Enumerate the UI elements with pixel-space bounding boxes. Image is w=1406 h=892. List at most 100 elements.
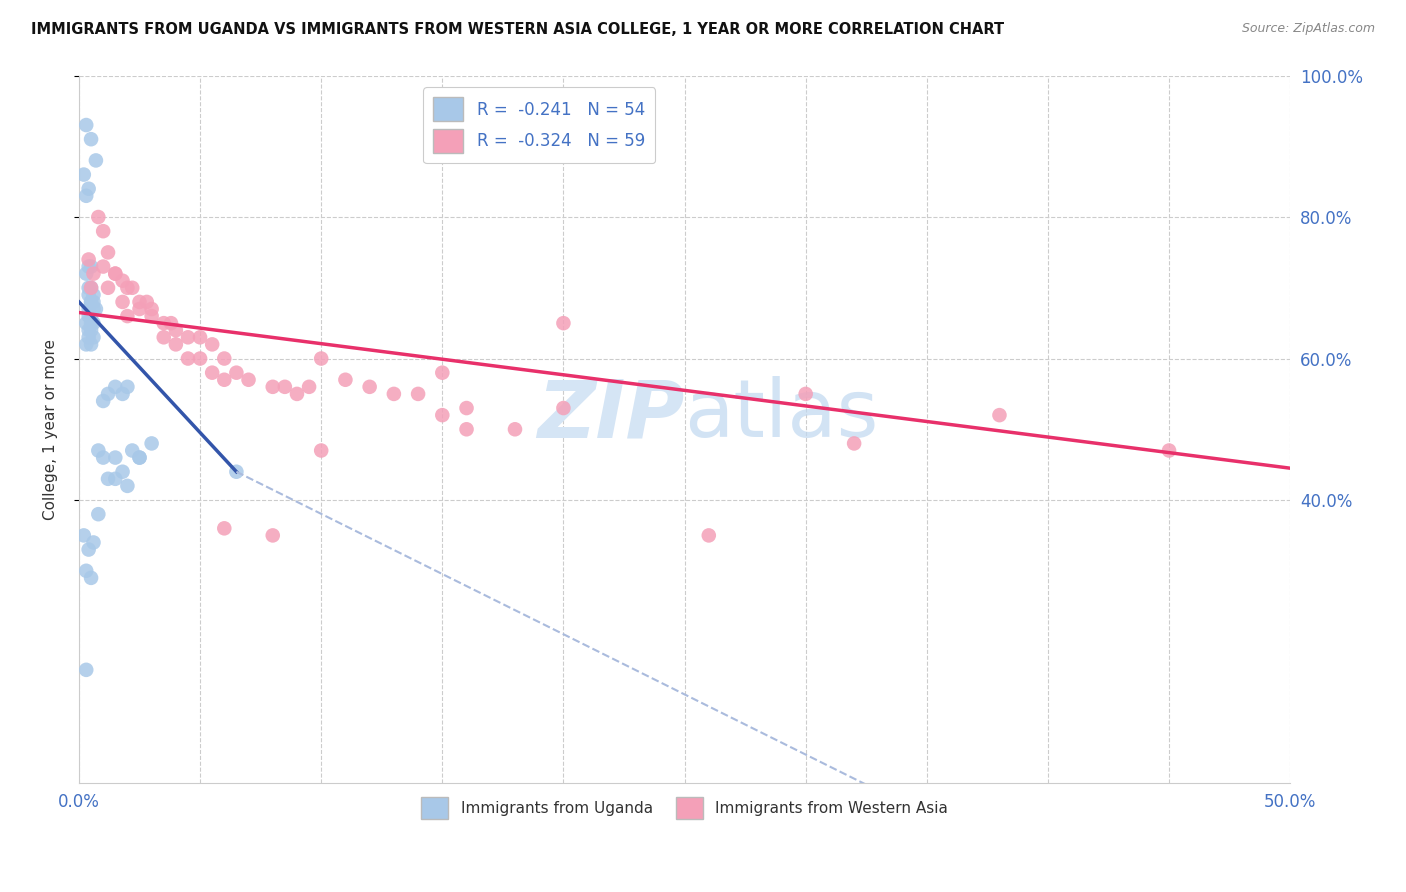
Point (177, 330, 200, 344)
Point (262, 528, 284, 542)
Point (77, 309, 100, 323)
Point (141, 309, 163, 323)
Point (214, 351, 236, 366)
Point (75, 564, 97, 578)
Point (111, 387, 134, 401)
Point (80, 294, 103, 309)
Point (309, 443, 332, 458)
Point (104, 267, 127, 281)
Point (128, 301, 150, 316)
Point (188, 330, 211, 344)
Point (456, 401, 478, 415)
Text: Source: ZipAtlas.com: Source: ZipAtlas.com (1241, 22, 1375, 36)
Point (75, 316, 97, 330)
Point (141, 436, 163, 450)
Point (432, 408, 454, 422)
Point (91, 224, 114, 238)
Point (104, 380, 127, 394)
Point (75, 337, 97, 351)
Point (298, 380, 321, 394)
Point (104, 472, 127, 486)
Point (97, 472, 120, 486)
Point (117, 479, 139, 493)
Point (77, 260, 100, 274)
Point (121, 281, 143, 295)
Point (842, 436, 865, 450)
Point (177, 351, 200, 366)
Point (238, 373, 260, 387)
Point (80, 323, 103, 337)
Point (111, 294, 134, 309)
Point (77, 252, 100, 267)
Point (82, 294, 104, 309)
Point (128, 450, 150, 465)
Point (432, 366, 454, 380)
Point (80, 571, 103, 585)
Point (75, 663, 97, 677)
Point (82, 330, 104, 344)
Point (91, 450, 114, 465)
Point (165, 323, 187, 337)
Point (111, 274, 134, 288)
Point (91, 394, 114, 409)
Point (80, 316, 103, 330)
Point (77, 301, 100, 316)
Point (111, 465, 134, 479)
Point (75, 267, 97, 281)
Text: IMMIGRANTS FROM UGANDA VS IMMIGRANTS FROM WESTERN ASIA COLLEGE, 1 YEAR OR MORE C: IMMIGRANTS FROM UGANDA VS IMMIGRANTS FRO… (31, 22, 1004, 37)
Point (75, 189, 97, 203)
Point (697, 528, 720, 542)
Point (335, 373, 357, 387)
Point (406, 387, 429, 401)
Point (87, 210, 110, 224)
Point (359, 380, 381, 394)
Point (214, 373, 236, 387)
Point (128, 450, 150, 465)
Point (794, 387, 817, 401)
Point (1157, 443, 1180, 458)
Point (91, 260, 114, 274)
Point (80, 132, 103, 146)
Point (80, 309, 103, 323)
Point (382, 387, 405, 401)
Point (104, 267, 127, 281)
Point (84, 301, 107, 316)
Text: atlas: atlas (685, 376, 879, 454)
Point (73, 528, 96, 542)
Point (165, 337, 187, 351)
Point (97, 281, 120, 295)
Point (77, 330, 100, 344)
Point (82, 288, 104, 302)
Text: ZIP: ZIP (537, 376, 685, 454)
Point (75, 118, 97, 132)
Point (456, 422, 478, 436)
Point (553, 401, 575, 415)
Point (73, 168, 96, 182)
Point (225, 465, 247, 479)
Point (128, 294, 150, 309)
Point (309, 351, 332, 366)
Point (80, 337, 103, 351)
Point (97, 245, 120, 260)
Point (77, 542, 100, 557)
Point (82, 301, 104, 316)
Point (77, 281, 100, 295)
Point (84, 153, 107, 168)
Point (214, 521, 236, 535)
Legend: Immigrants from Uganda, Immigrants from Western Asia: Immigrants from Uganda, Immigrants from … (415, 791, 955, 825)
Point (117, 309, 139, 323)
Point (77, 182, 100, 196)
Point (225, 366, 247, 380)
Point (117, 380, 139, 394)
Point (188, 351, 211, 366)
Point (82, 535, 104, 549)
Point (87, 507, 110, 521)
Point (152, 330, 174, 344)
Point (82, 316, 104, 330)
Point (135, 294, 157, 309)
Point (274, 380, 297, 394)
Point (117, 281, 139, 295)
Point (553, 316, 575, 330)
Point (77, 288, 100, 302)
Point (503, 422, 526, 436)
